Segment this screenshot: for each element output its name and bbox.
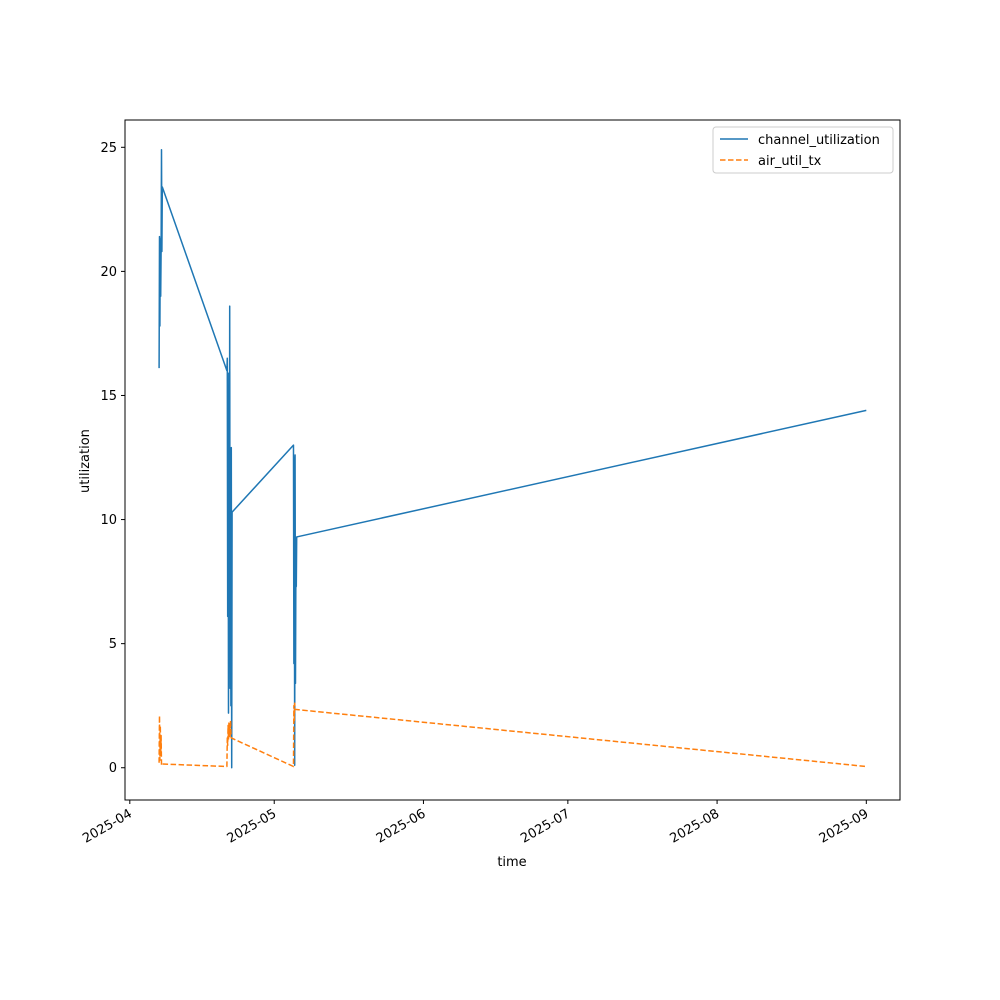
x-axis-label: time [497,855,526,870]
series-line-channel-utilization [158,149,867,769]
y-tick-label: 20 [100,265,117,280]
legend-label-air-util-tx: air_util_tx [758,154,822,169]
y-axis: 0 5 10 15 20 25 [100,141,125,776]
y-tick-label: 15 [100,389,117,404]
series-line-air-util-tx [158,702,867,768]
series-layer [158,149,867,769]
y-axis-label: utilization [78,429,93,493]
legend-box [712,126,894,174]
legend-label-channel-utilization: channel_utilization [758,133,880,148]
y-tick-label: 5 [109,637,117,652]
y-tick-label: 10 [100,513,117,528]
plot-frame [124,119,901,801]
y-tick-label: 25 [100,141,117,156]
legend: channel_utilization air_util_tx [712,126,894,174]
y-tick-label: 0 [109,761,117,776]
